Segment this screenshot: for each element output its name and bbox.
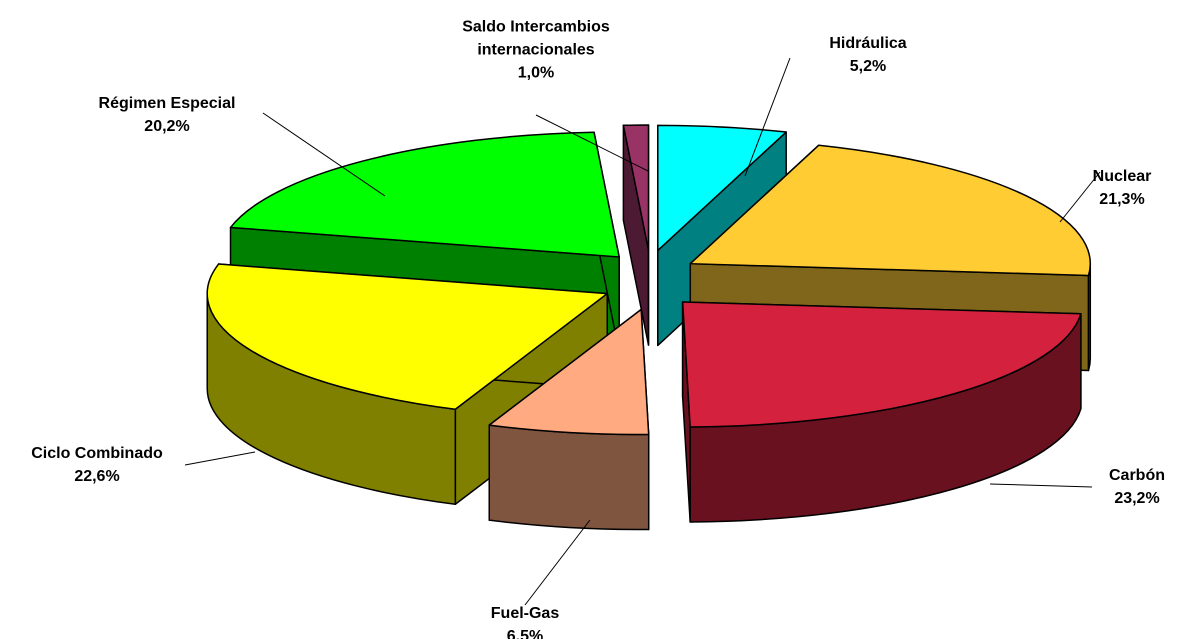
slice [689,144,1092,277]
leader-line [524,519,591,606]
slice [229,131,620,258]
slice-label: Ciclo Combinado 22,6% [31,442,163,488]
leader-line [535,114,649,172]
value-label: 22,6% [74,468,120,485]
slice-label: Régimen Especial 20,2% [99,92,236,138]
slice [488,308,650,436]
leader-line [989,483,1093,488]
category-label: Nuclear [1092,168,1152,185]
category-label: Carbón [1109,467,1165,484]
category-label: Régimen Especial [98,95,236,112]
value-label: 5,2% [849,58,887,75]
category-label: Hidráulica [829,35,907,52]
value-label: 20,2% [144,118,190,135]
slice [622,124,650,251]
category-label: Saldo Intercambios internacionales [462,18,610,59]
slice [206,263,608,411]
slice-label: Saldo Intercambios internacionales 1,0% [436,16,636,85]
leader-line [744,57,791,177]
slice-wall [1087,262,1092,372]
value-label: 23,2% [1114,490,1160,507]
value-label: 21,3% [1099,191,1145,208]
leader-line [1059,171,1101,223]
slice-label: Hidráulica 5,2% [829,32,906,78]
category-label: Fuel-Gas [490,605,560,622]
category-label: Ciclo Combinado [31,445,163,462]
slice [657,124,787,252]
slice-label: Fuel-Gas 6,5% [491,602,559,639]
slice-label: Nuclear 21,3% [1093,165,1152,211]
value-label: 1,0% [517,64,555,82]
leader-line [184,451,256,466]
slice [681,301,1082,428]
slice-label: Carbón 23,2% [1109,464,1165,510]
slice-wall [488,424,650,531]
leader-line [262,112,386,197]
value-label: 6,5% [506,628,544,639]
